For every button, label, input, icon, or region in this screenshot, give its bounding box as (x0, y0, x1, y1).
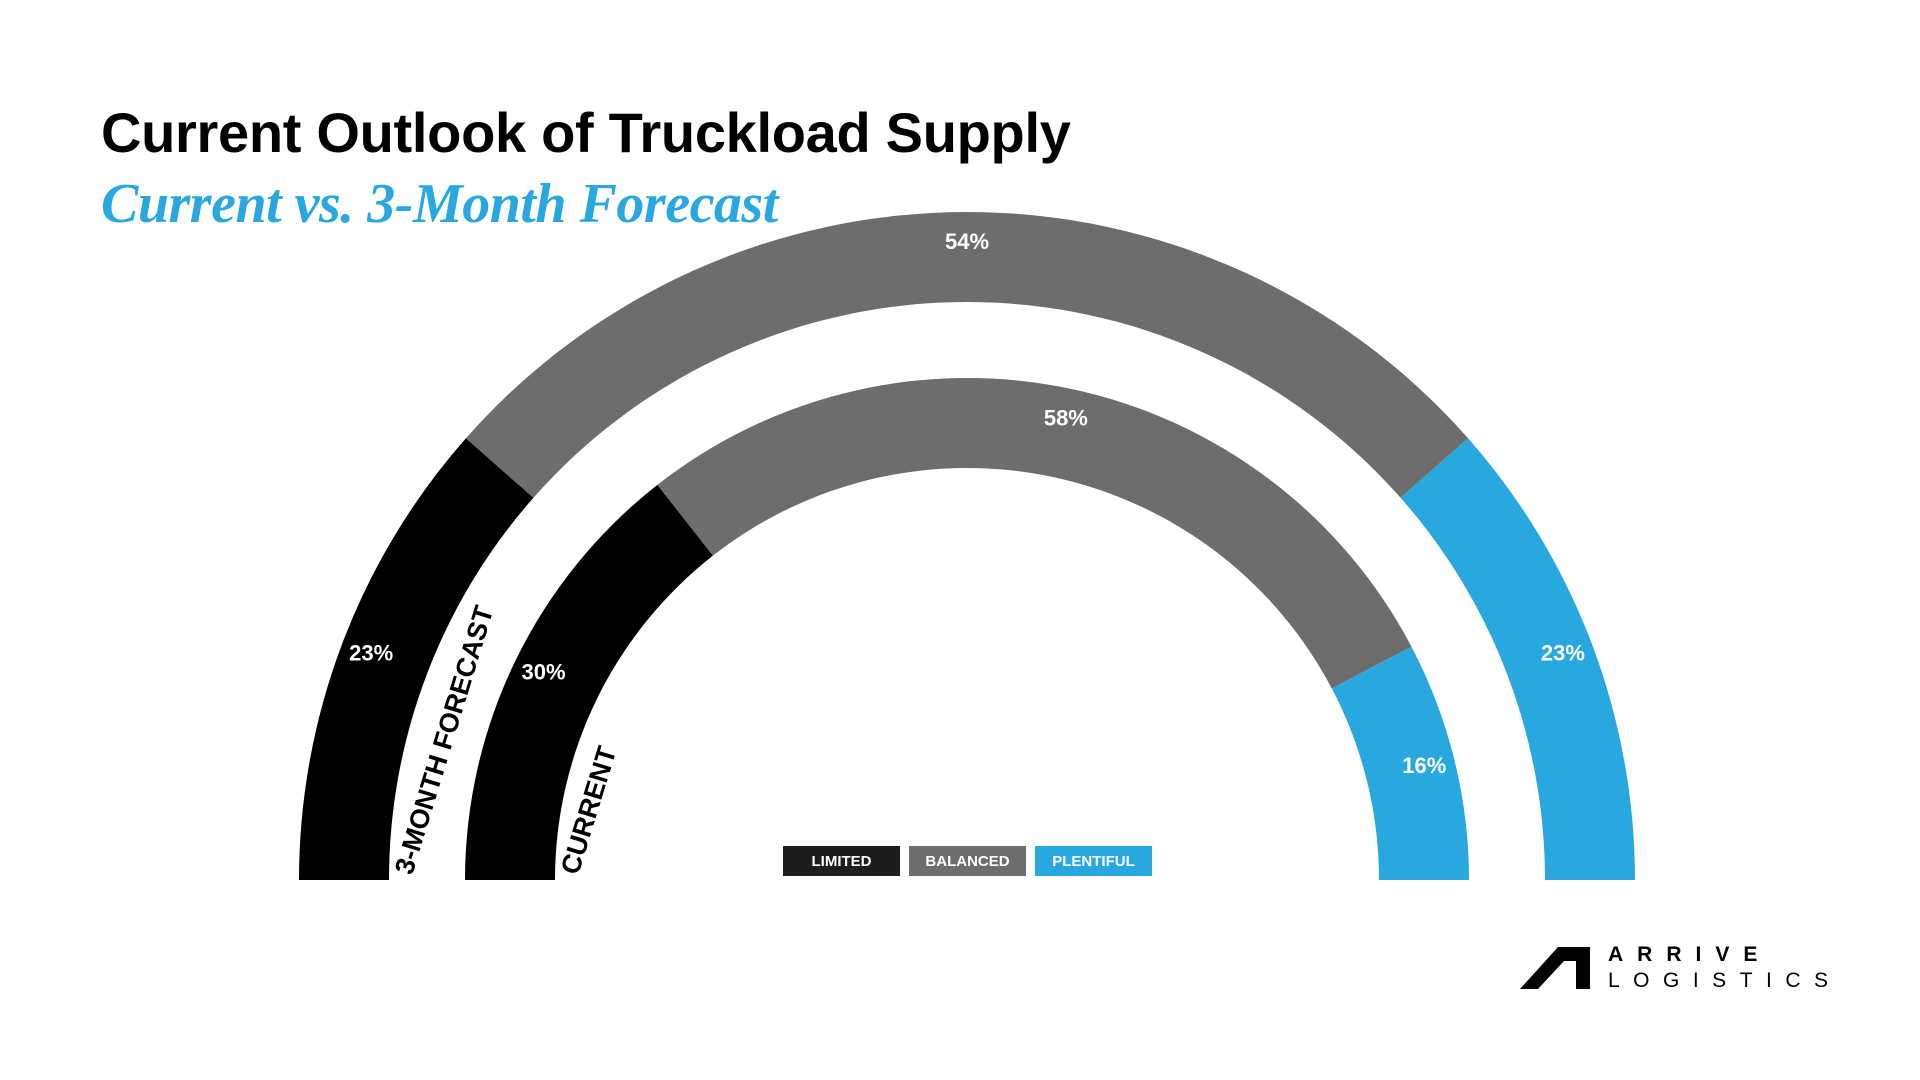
segment-inner-plentiful (1331, 646, 1469, 880)
legend-label-plentiful: PLENTIFUL (1052, 852, 1135, 870)
segment-outer-plentiful (1400, 438, 1635, 880)
arrive-logo-icon (1520, 947, 1590, 989)
segment-inner-balanced (657, 378, 1412, 689)
legend-label-balanced: BALANCED (925, 852, 1010, 870)
label-outer-plentiful: 23% (1541, 641, 1585, 666)
gauge-value-labels: 23% 54% 23% 30% 58% 16% (349, 229, 1585, 778)
segment-outer-limited (299, 438, 534, 880)
chart-subtitle: Current vs. 3-Month Forecast (101, 173, 778, 235)
legend-label-limited: LIMITED (811, 852, 872, 870)
label-inner-limited: 30% (522, 660, 566, 685)
arrive-logistics-logo: ARRIVE LOGISTICS (1520, 942, 1842, 994)
segment-outer-balanced (465, 212, 1469, 498)
logo-line-arrive: ARRIVE (1608, 943, 1772, 966)
logo-wordmark: ARRIVE LOGISTICS (1608, 942, 1842, 994)
legend: LIMITED BALANCED PLENTIFUL (783, 846, 1152, 876)
label-outer-limited: 23% (349, 641, 393, 666)
chart-title: Current Outlook of Truckload Supply (101, 101, 1071, 164)
label-inner-balanced: 58% (1044, 405, 1088, 430)
legend-limited: LIMITED (783, 846, 900, 876)
label-inner-plentiful: 16% (1402, 753, 1446, 778)
legend-balanced: BALANCED (909, 846, 1026, 876)
gauge-segments (299, 212, 1635, 880)
logo-line-logistics: LOGISTICS (1608, 969, 1842, 992)
label-outer-balanced: 54% (945, 229, 989, 254)
legend-plentiful: PLENTIFUL (1035, 846, 1152, 876)
segment-inner-limited (465, 484, 713, 880)
